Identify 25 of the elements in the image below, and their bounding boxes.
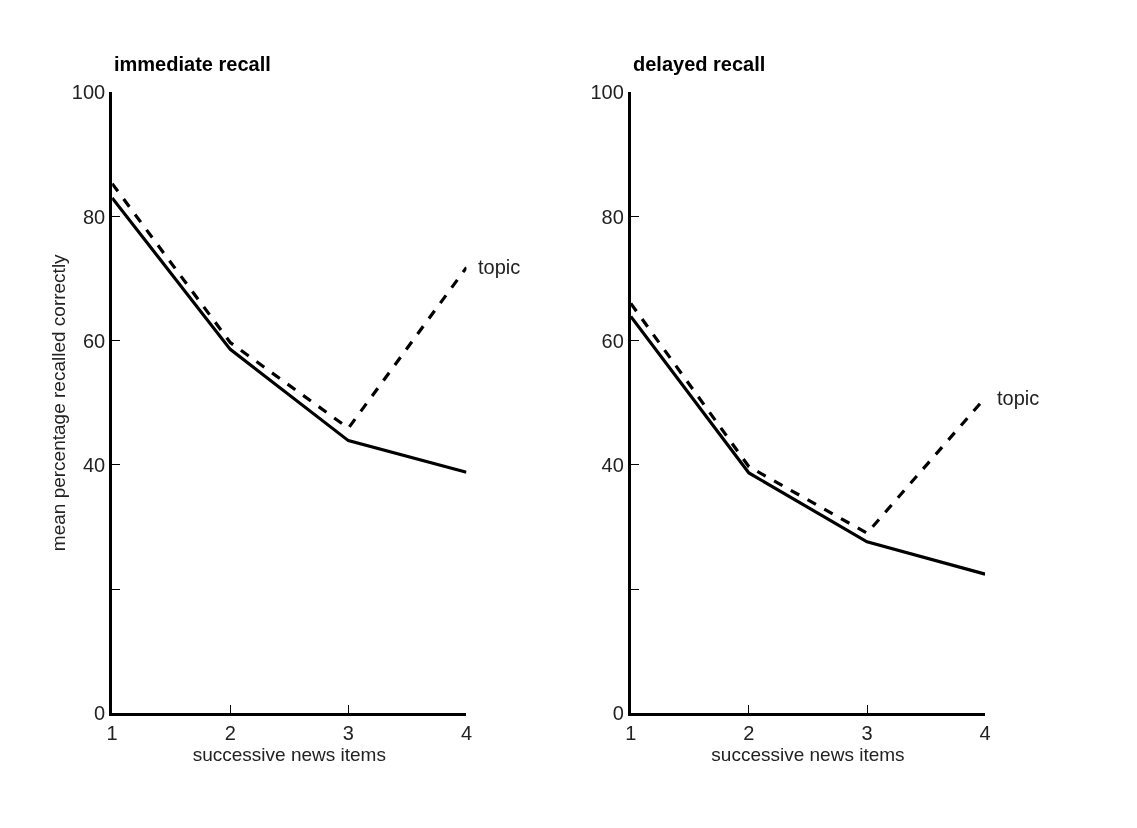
x-tick-label: 1 [625,722,637,745]
x-tick-label: 1 [106,722,118,745]
x-axis-title: successive news items [711,744,905,766]
chart-title: delayed recall [633,53,766,75]
y-tick-label: 80 [82,205,106,228]
chart-title: immediate recall [114,53,271,75]
y-tick-label: 40 [601,453,624,476]
x-tick-label: 4 [460,722,473,745]
x-tick-label: 4 [979,722,991,745]
y-tick-label: 100 [590,81,624,104]
annotation: topic [478,256,521,278]
x-tick-label: 3 [342,722,354,745]
x-tick-label: 3 [861,722,873,745]
annotation: topic [997,387,1040,409]
x-tick-label: 2 [224,722,236,745]
y-tick-label: 0 [94,702,106,725]
y-axis-title: mean percentage recalled correctly [47,253,69,552]
x-tick-label: 2 [743,722,755,745]
y-tick-label: 100 [71,81,106,104]
y-tick-label: 60 [601,329,624,352]
y-tick-label: 80 [601,205,624,228]
y-tick-label: 60 [82,329,106,352]
x-axis-title: successive news items [192,744,386,766]
y-tick-label: 0 [612,702,624,725]
y-tick-label: 40 [82,453,106,476]
